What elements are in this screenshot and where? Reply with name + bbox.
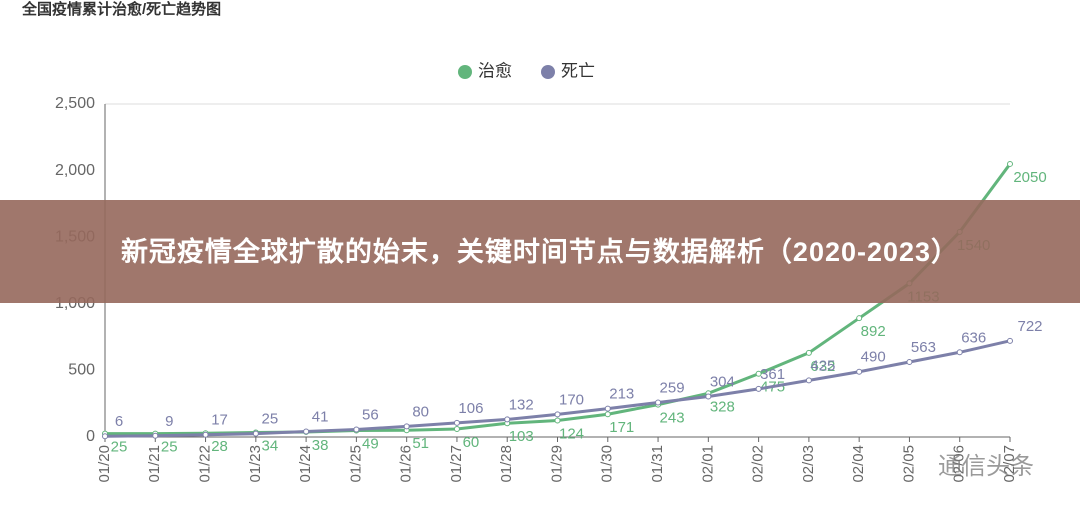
data-point	[604, 405, 611, 412]
x-tick-label: 01/27	[448, 445, 465, 483]
data-point	[906, 359, 913, 366]
data-point	[504, 416, 511, 423]
data-label: 132	[509, 396, 534, 413]
data-point	[303, 428, 310, 435]
data-label: 304	[710, 373, 735, 390]
y-tick-label: 500	[68, 362, 95, 379]
data-point	[1007, 337, 1013, 344]
data-point	[805, 377, 812, 384]
legend-marker	[541, 65, 555, 79]
banner: 新冠疫情全球扩散的始末，关键时间节点与数据解析（2020-2023）	[0, 200, 1080, 303]
legend-marker	[458, 65, 472, 79]
x-tick-label: 02/01	[699, 445, 716, 483]
y-tick-label: 0	[86, 428, 95, 445]
x-tick-label: 02/02	[750, 445, 767, 483]
data-label: 25	[161, 439, 178, 456]
data-label: 124	[559, 425, 584, 442]
data-point	[856, 368, 863, 375]
x-tick-label: 01/26	[398, 445, 415, 483]
data-label: 49	[362, 435, 379, 452]
data-point	[453, 426, 460, 433]
x-tick-label: 02/07	[1001, 445, 1018, 483]
data-label: 563	[911, 339, 936, 356]
x-tick-label: 01/30	[599, 445, 616, 483]
data-point	[856, 315, 863, 322]
data-label: 722	[1017, 318, 1042, 335]
data-label: 361	[760, 366, 785, 383]
data-label: 259	[660, 379, 685, 396]
data-point	[755, 385, 762, 392]
data-label: 632	[810, 358, 835, 375]
x-tick-label: 01/25	[347, 445, 364, 483]
data-label: 56	[362, 407, 379, 424]
data-point	[604, 411, 611, 418]
data-label: 425	[810, 357, 835, 374]
data-point	[554, 411, 561, 418]
x-tick-label: 01/20	[96, 445, 113, 483]
data-point	[102, 433, 108, 440]
data-point	[956, 349, 963, 356]
x-tick-label: 02/04	[850, 445, 867, 483]
x-tick-label: 01/21	[146, 445, 163, 483]
data-label: 25	[261, 411, 278, 428]
data-label: 213	[609, 386, 634, 403]
x-tick-label: 01/28	[498, 445, 515, 483]
chart-title: 全国疫情累计治愈/死亡趋势图	[21, 0, 221, 18]
data-label: 6	[115, 413, 123, 430]
legend-label: 治愈	[478, 61, 512, 80]
x-tick-label: 02/06	[951, 445, 968, 483]
data-label: 25	[111, 439, 128, 456]
data-label: 2050	[1013, 169, 1046, 186]
watermark: 通信头条	[938, 453, 1034, 480]
data-point	[1007, 160, 1013, 167]
data-label: 490	[861, 349, 886, 366]
data-label: 34	[261, 437, 278, 454]
x-tick-label: 01/31	[649, 445, 666, 483]
data-label: 17	[211, 412, 228, 429]
x-tick-label: 02/05	[900, 445, 917, 483]
legend-label: 死亡	[561, 61, 595, 80]
data-label: 9	[165, 413, 173, 430]
x-tick-label: 01/24	[297, 445, 314, 483]
data-label: 80	[412, 403, 429, 420]
data-label: 60	[463, 434, 480, 451]
data-point	[655, 399, 662, 406]
x-tick-label: 01/23	[247, 445, 264, 483]
data-point	[353, 426, 360, 433]
data-label: 170	[559, 391, 584, 408]
y-tick-label: 2,500	[55, 95, 95, 112]
data-point	[403, 423, 410, 430]
data-label: 243	[660, 410, 685, 427]
data-label: 106	[458, 400, 483, 417]
data-label: 28	[211, 438, 228, 455]
data-point	[252, 430, 259, 437]
data-label: 171	[609, 419, 634, 436]
data-point	[202, 431, 209, 438]
data-point	[152, 432, 159, 439]
x-tick-label: 02/03	[800, 445, 817, 483]
data-label: 41	[312, 409, 329, 426]
data-point	[705, 393, 712, 400]
y-tick-label: 2,000	[55, 162, 95, 179]
data-point	[805, 349, 812, 356]
data-point	[755, 370, 762, 377]
data-label: 51	[412, 435, 429, 452]
data-point	[453, 419, 460, 426]
x-tick-label: 01/22	[197, 445, 214, 483]
data-label: 636	[961, 329, 986, 346]
x-tick-label: 01/29	[548, 445, 565, 483]
data-label: 103	[509, 428, 534, 445]
data-point	[554, 417, 561, 424]
data-label: 892	[861, 323, 886, 340]
data-label: 38	[312, 437, 329, 454]
data-label: 328	[710, 398, 735, 415]
